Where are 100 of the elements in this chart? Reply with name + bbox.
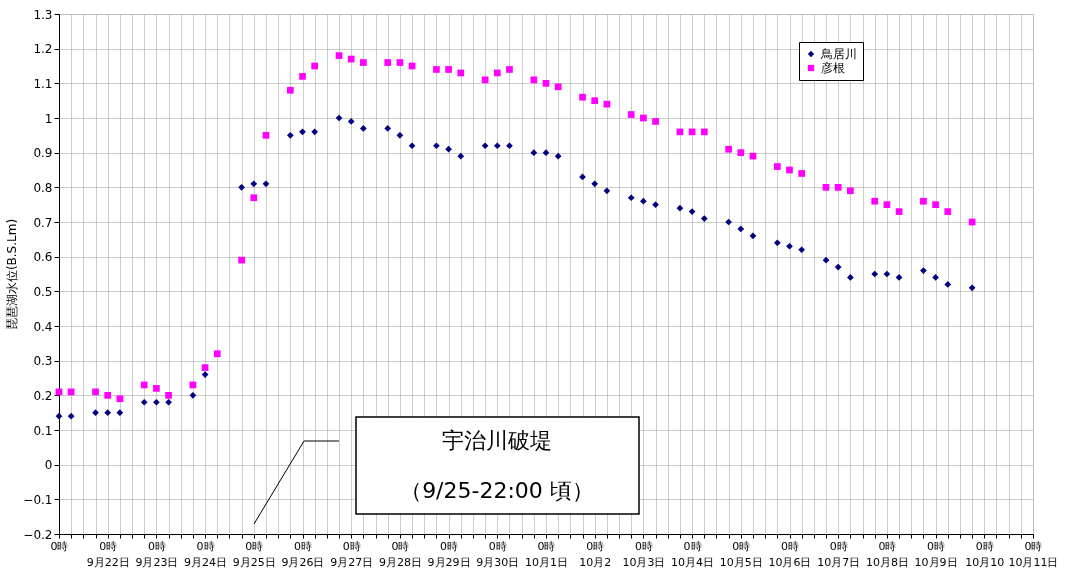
y-tick-label: 0.7 — [33, 215, 53, 230]
point — [408, 142, 416, 150]
point — [554, 83, 562, 91]
point — [299, 73, 306, 80]
y-tick-label: 0.1 — [33, 423, 53, 438]
point — [67, 412, 75, 420]
point — [250, 180, 258, 188]
point — [153, 385, 160, 392]
point — [652, 201, 659, 209]
point — [238, 183, 245, 191]
point — [396, 131, 404, 139]
point — [165, 391, 172, 399]
annotation: 宇治川破堤 — [442, 428, 552, 453]
x-tick-label: 0時 10月1日 — [525, 539, 568, 569]
point — [847, 274, 854, 281]
point — [640, 197, 647, 205]
point — [457, 152, 465, 160]
point — [92, 388, 99, 396]
point — [749, 232, 757, 240]
point — [445, 145, 452, 153]
point — [445, 66, 452, 73]
point — [213, 350, 221, 358]
point — [773, 239, 781, 247]
legend-label: 彦根 — [821, 61, 845, 75]
point — [554, 152, 562, 160]
point — [238, 256, 245, 264]
x-tick-label: 0時 9月29日 — [427, 539, 471, 569]
x-tick-label: 0時 10月11日 — [1008, 539, 1059, 569]
point — [262, 180, 270, 188]
point — [579, 93, 586, 101]
point — [335, 114, 343, 122]
point — [932, 274, 939, 281]
point — [311, 62, 319, 70]
point — [847, 187, 854, 195]
point — [116, 395, 124, 403]
point — [944, 281, 952, 288]
point — [591, 97, 599, 105]
point — [311, 128, 319, 136]
point — [104, 409, 112, 417]
legend-label: 鳥居川 — [820, 47, 857, 61]
point — [457, 69, 465, 77]
point — [798, 170, 806, 177]
point — [920, 197, 927, 205]
point — [652, 118, 659, 125]
y-tick-label: 0.2 — [33, 388, 53, 403]
point — [384, 59, 392, 66]
point — [627, 111, 635, 118]
point — [968, 284, 976, 292]
x-tick-label: 0時 10月5日 — [719, 539, 763, 569]
annotation: （9/25-22:00 頃） — [400, 478, 594, 503]
point — [627, 194, 635, 202]
point — [871, 270, 879, 278]
point — [189, 391, 197, 399]
point — [871, 197, 879, 205]
x-tick-label: 0時 9月24日 — [184, 539, 228, 569]
point — [603, 187, 611, 195]
point — [201, 364, 209, 371]
point — [591, 180, 599, 188]
y-tick-label: 1 — [44, 111, 53, 126]
point — [250, 194, 258, 202]
point — [700, 215, 708, 222]
point — [493, 142, 501, 150]
point — [530, 149, 538, 157]
x-tick-label: 0時 10月8日 — [865, 539, 909, 569]
point — [433, 66, 440, 73]
point — [153, 398, 160, 406]
x-tick-label: 0時 9月25日 — [232, 539, 276, 569]
x-tick-label: 0時 9月28日 — [378, 539, 422, 569]
point — [347, 118, 355, 125]
y-tick-label: 0 — [44, 458, 53, 473]
point — [262, 131, 270, 139]
y-tick-label: 1.2 — [33, 42, 53, 57]
point — [542, 149, 550, 157]
point — [140, 381, 148, 389]
point — [67, 388, 75, 396]
point — [834, 183, 842, 191]
point — [798, 246, 806, 254]
y-tick-label: 1.1 — [33, 76, 53, 91]
x-tick-label: 0時 10月2 — [579, 539, 612, 569]
point — [932, 201, 939, 209]
point — [384, 125, 392, 132]
point — [165, 398, 172, 406]
point — [883, 270, 891, 278]
point — [286, 131, 294, 139]
x-tick-label: 0時 10月6日 — [768, 539, 812, 569]
x-tick-label: 0時 9月22日 — [86, 539, 130, 569]
point — [737, 225, 745, 233]
point — [92, 409, 99, 417]
point — [944, 208, 952, 215]
point — [895, 208, 903, 215]
point — [542, 79, 550, 87]
point — [786, 166, 793, 174]
x-tick-label: 0時 9月26日 — [281, 539, 325, 569]
point — [360, 125, 367, 132]
y-tick-label: 0.9 — [33, 146, 53, 161]
point — [116, 409, 124, 417]
y-axis-title: 琵琶湖水位(B.S.Lm) — [5, 218, 20, 331]
point — [920, 267, 927, 274]
x-tick-label: 0時 10月10 — [965, 539, 1005, 569]
y-tick-label: 1.3 — [33, 7, 53, 22]
